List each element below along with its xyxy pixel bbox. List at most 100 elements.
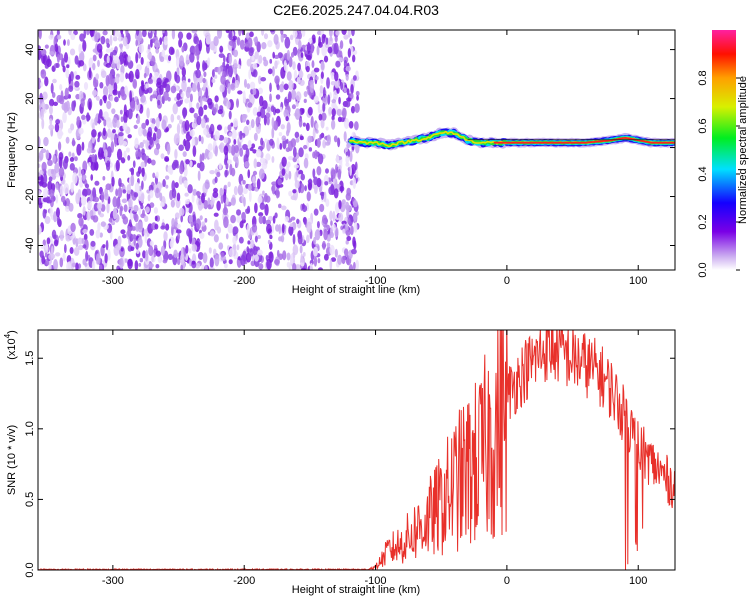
noise-speckle bbox=[341, 30, 347, 35]
noise-speckle bbox=[330, 119, 336, 130]
noise-speckle bbox=[62, 252, 66, 262]
noise-speckle bbox=[283, 83, 289, 91]
noise-speckle bbox=[164, 30, 168, 38]
noise-speckle bbox=[147, 87, 153, 94]
noise-speckle bbox=[199, 153, 203, 165]
noise-speckle bbox=[176, 115, 181, 121]
noise-speckle bbox=[173, 133, 180, 145]
noise-speckle bbox=[261, 30, 265, 36]
noise-speckle bbox=[273, 120, 279, 131]
noise-speckle bbox=[241, 30, 245, 36]
noise-speckle bbox=[304, 185, 307, 192]
noise-speckle bbox=[109, 95, 114, 102]
noise-speckle bbox=[323, 55, 329, 63]
noise-speckle bbox=[224, 169, 228, 178]
noise-speckle bbox=[119, 257, 124, 269]
noise-speckle bbox=[354, 103, 360, 113]
noise-speckle bbox=[265, 219, 272, 226]
noise-speckle bbox=[43, 244, 49, 254]
noise-speckle bbox=[234, 79, 240, 89]
noise-speckle bbox=[352, 200, 358, 208]
noise-speckle bbox=[214, 95, 219, 103]
noise-speckle bbox=[167, 253, 173, 261]
noise-speckle bbox=[317, 153, 324, 165]
noise-speckle bbox=[70, 182, 75, 193]
noise-speckle bbox=[78, 43, 82, 54]
noise-speckle bbox=[64, 243, 67, 254]
noise-speckle bbox=[100, 245, 105, 257]
noise-speckle bbox=[185, 87, 191, 99]
noise-speckle bbox=[147, 52, 152, 60]
noise-speckle bbox=[205, 87, 209, 99]
spectrogram-y-tick-label: 0 bbox=[24, 144, 36, 150]
noise-speckle bbox=[110, 132, 114, 142]
noise-speckle bbox=[155, 116, 160, 129]
noise-speckle bbox=[146, 107, 150, 119]
noise-speckle bbox=[328, 106, 333, 115]
noise-speckle bbox=[316, 165, 322, 176]
noise-speckle bbox=[100, 35, 106, 45]
noise-speckle bbox=[88, 57, 94, 69]
noise-speckle bbox=[335, 30, 340, 36]
snr-y-tick-label: 0.5 bbox=[24, 492, 36, 507]
noise-speckle bbox=[188, 214, 193, 224]
noise-speckle bbox=[289, 228, 293, 237]
noise-speckle bbox=[134, 137, 139, 149]
spectrogram-y-ticks: -40 -20 0 20 40 bbox=[24, 43, 675, 253]
noise-speckle bbox=[113, 55, 120, 64]
spectrogram-y-tick-label: -20 bbox=[24, 189, 36, 205]
noise-speckle bbox=[59, 257, 64, 268]
noise-speckle bbox=[126, 184, 132, 195]
noise-speckle bbox=[288, 190, 293, 197]
noise-speckle bbox=[187, 78, 191, 83]
noise-speckle bbox=[269, 82, 272, 93]
noise-speckle bbox=[119, 207, 123, 217]
noise-speckle bbox=[164, 155, 169, 162]
noise-speckle bbox=[269, 234, 273, 240]
noise-speckle bbox=[328, 30, 333, 38]
noise-speckle bbox=[211, 78, 216, 84]
noise-speckle bbox=[270, 105, 275, 113]
noise-speckle bbox=[276, 137, 280, 150]
noise-speckle bbox=[80, 98, 85, 108]
noise-speckle bbox=[91, 89, 98, 97]
noise-speckle bbox=[96, 43, 103, 53]
noise-speckle bbox=[92, 122, 95, 131]
noise-speckle bbox=[298, 147, 304, 158]
noise-speckle bbox=[303, 157, 309, 169]
noise-speckle bbox=[59, 229, 64, 242]
noise-speckle bbox=[104, 192, 109, 201]
noise-speckle bbox=[232, 235, 237, 245]
noise-speckle bbox=[286, 49, 291, 61]
noise-speckle bbox=[123, 54, 127, 66]
noise-speckle bbox=[228, 31, 233, 41]
noise-speckle bbox=[163, 35, 168, 46]
snr-scale-prefix: (x10 bbox=[6, 338, 18, 359]
noise-speckle bbox=[312, 37, 316, 43]
noise-speckle bbox=[274, 60, 278, 70]
noise-speckle bbox=[213, 35, 219, 47]
noise-speckle bbox=[195, 191, 202, 196]
noise-speckle bbox=[335, 154, 340, 163]
noise-speckle bbox=[280, 30, 284, 35]
noise-speckle bbox=[134, 182, 140, 194]
noise-speckle bbox=[112, 49, 118, 56]
noise-speckle bbox=[318, 113, 323, 121]
noise-speckle bbox=[164, 175, 170, 180]
noise-speckle bbox=[118, 177, 122, 187]
noise-speckle bbox=[341, 107, 347, 119]
noise-speckle bbox=[295, 264, 301, 270]
noise-speckle bbox=[331, 99, 337, 104]
noise-speckle bbox=[133, 124, 138, 129]
noise-speckle bbox=[144, 215, 149, 223]
noise-speckle bbox=[71, 100, 76, 112]
noise-speckle bbox=[133, 204, 139, 213]
noise-speckle bbox=[217, 30, 223, 39]
noise-speckle bbox=[204, 179, 210, 190]
noise-speckle bbox=[236, 209, 242, 216]
spectrogram-x-tick-label: -200 bbox=[233, 275, 255, 287]
noise-speckle bbox=[242, 90, 246, 103]
noise-speckle bbox=[313, 149, 318, 160]
noise-speckle bbox=[184, 192, 189, 197]
noise-speckle bbox=[140, 204, 144, 210]
